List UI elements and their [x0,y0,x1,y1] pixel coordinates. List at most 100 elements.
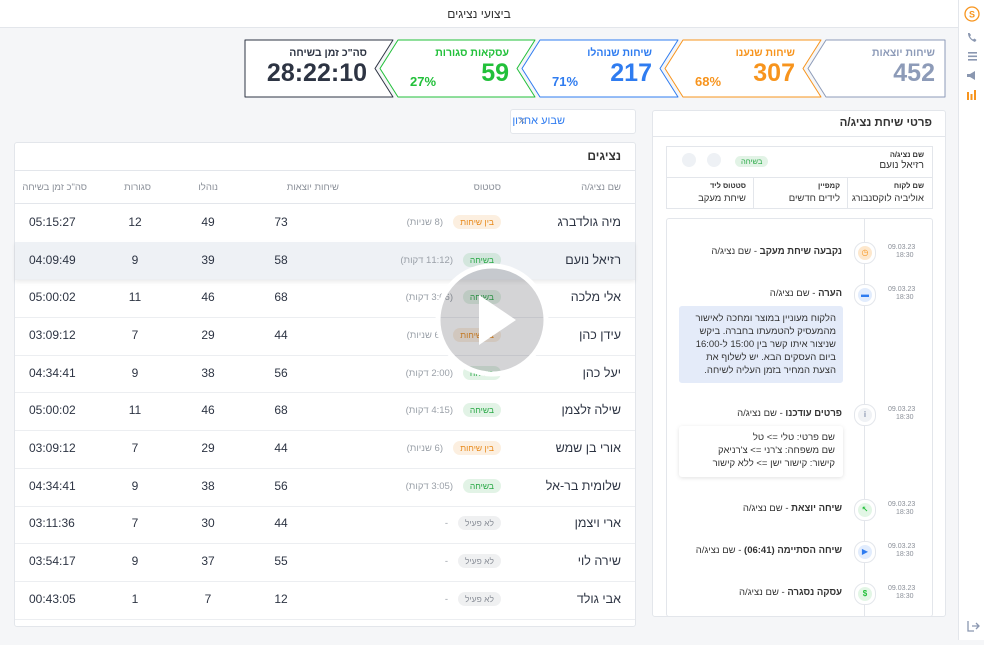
cell-handled: 29 [201,441,215,456]
details-title: פרטי שיחת נציג/ה [839,117,932,129]
table-row[interactable]: שילה זלצמן בשיחה (4:15 דקות) 68 46 11 05:00:02 [15,393,635,432]
icon-glyph: $ [858,587,872,601]
stat-value: 59 [481,59,509,87]
timeline-icon: ↖ [854,499,876,521]
timeline-icon: ▶ [854,541,876,563]
status-duration: (6 שניות) [406,443,443,455]
column-header: נוהלו [198,182,218,193]
filter-clear[interactable]: × [518,113,526,128]
cell-outgoing: 56 [274,478,288,493]
cell-outgoing: 44 [274,327,288,342]
agent-name: עידן כהן [579,327,621,342]
entry-title: שיחה יוצאת [791,503,842,514]
divider [15,170,635,171]
entry-author: - שם נציג/ה [711,246,757,257]
icon-button[interactable] [707,153,721,167]
icon-glyph: ▶ [858,545,872,559]
icon-glyph: ◷ [858,246,872,260]
entry-author: - שם נציג/ה [737,408,783,419]
cell-outgoing: 73 [274,214,288,229]
cell-handled: 38 [201,478,215,493]
table-row[interactable]: שירה לוי לא פעיל - 55 37 9 03:54:17 [15,543,635,582]
column-header: שיחות יוצאות [286,182,339,193]
status-duration: (11:12 דקות) [400,254,453,266]
timeline-time: 18:30 [896,414,914,421]
field-label: קמפיין [817,181,840,190]
table-row[interactable]: אורי בן שמש בין שיחות (6 שניות) 44 29 7 03:09:… [15,430,635,469]
cell-closed: 9 [131,478,139,493]
cell-outgoing: 12 [274,591,288,606]
timeline-time: 18:30 [896,252,914,259]
cell-handled: 7 [204,591,212,606]
status-badge: בין שיחות [453,214,501,229]
icon-glyph: i [858,408,872,422]
stat-label: עסקאות סגורות [435,47,509,59]
cell-handled: 30 [201,516,215,531]
status-duration: (8 שניות) [406,216,443,228]
cell-handled: 46 [201,403,215,418]
column-header: סגורות [124,182,151,193]
cell-closed: 9 [131,554,139,569]
note-box: הלקוח מעוניין במוצר ומחכה לאישור מהמעסיק… [679,306,843,383]
status-badge: בשיחה [462,252,501,267]
status-badge: בשיחה [462,403,501,418]
agent-name: ארי ויצמן [574,516,621,531]
cell-handled: 38 [201,365,215,380]
divider [15,203,635,204]
icon-button[interactable] [682,153,696,167]
video-play-overlay[interactable] [432,260,552,380]
cell-closed: 7 [131,327,139,342]
entry-author: - שם נציג/ה [695,545,742,556]
entry-author: - שם נציג/ה [742,503,789,514]
timeline-date: 09.03.23 [888,501,916,508]
table-row[interactable]: אבי גולד לא פעיל - 12 7 1 00:43:05 [15,581,635,620]
timeline-date: 09.03.23 [888,244,916,251]
status-duration: (2:00 דקות) [405,367,453,379]
timeline-entry: שיחה יוצאת - שם נציג/ה [743,503,842,514]
agent-name: שירה לוי [577,554,621,569]
talk-time: 04:09:49 [29,252,76,267]
table-title: נציגים [587,149,621,163]
cell-handled: 46 [201,290,215,305]
cell-closed: 7 [131,441,139,456]
talk-time: 05:00:02 [29,403,76,418]
agent-label: שם נציג/ה [889,150,924,159]
field-label: סטטוס ליד [709,181,746,190]
cell-outgoing: 44 [274,441,288,456]
divider [753,177,754,208]
timeline-entry: פרטים עודכנו - שם נציג/ה [737,408,842,419]
entry-title: פרטים עודכנו [785,408,842,419]
timeline-entry: נקבעה שיחת מעקב - שם נציג/ה [711,246,842,257]
cell-closed: 1 [131,591,139,606]
sidebar-icons: S [964,6,980,632]
timeline-entry: הערה - שם נציג/ה [770,288,842,299]
divider [667,177,932,178]
stat-card [244,39,394,98]
timeline-date: 09.03.23 [888,543,916,550]
changes-box: שם פרטי: טלי => טל שם משפחה: צ'רני => צ'ר… [679,426,843,477]
table-row[interactable]: מיה גולדברג בין שיחות (8 שניות) 73 49 12 05:15… [15,204,635,243]
timeline-date: 09.03.23 [888,406,916,413]
cell-closed: 11 [128,403,142,418]
agent-info-box: שם נציג/ה רזיאל נועם בשיחה שם לקוח אוליביה ל… [666,146,933,209]
cell-closed: 7 [131,516,139,531]
change-line: קישור: קישור ישן => ללא קישור [712,458,835,469]
cell-outgoing: 44 [274,516,288,531]
agent-name: יעל כהן [582,365,621,380]
talk-time: 04:34:41 [29,365,76,380]
timeline-time: 18:30 [896,593,914,600]
table-row[interactable]: ארי ויצמן לא פעיל - 44 30 7 03:11:36 [15,506,635,545]
filter-box[interactable]: שבוע אחרון × [510,109,636,134]
agent-name: רזיאל נועם [565,252,621,267]
stat-value: 307 [753,59,795,87]
agent-name: אורי בן שמש [555,441,621,456]
agent-name: אבי גולד [576,591,621,606]
stat-cards [244,39,946,98]
table-row[interactable]: רזיאל נועם בשיחה (11:12 דקות) 58 39 9 04:09:49 [15,241,635,281]
stat-label: סה"כ זמן בשיחה [289,47,367,59]
cell-handled: 29 [201,327,215,342]
agent-name: מיה גולדברג [557,214,621,229]
stat-value: 452 [893,59,935,87]
table-row[interactable]: שלומית בר-אל בשיחה (3:05 דקות) 56 38 9 04:34:4… [15,468,635,507]
timeline-icon: ▬ [854,284,876,306]
